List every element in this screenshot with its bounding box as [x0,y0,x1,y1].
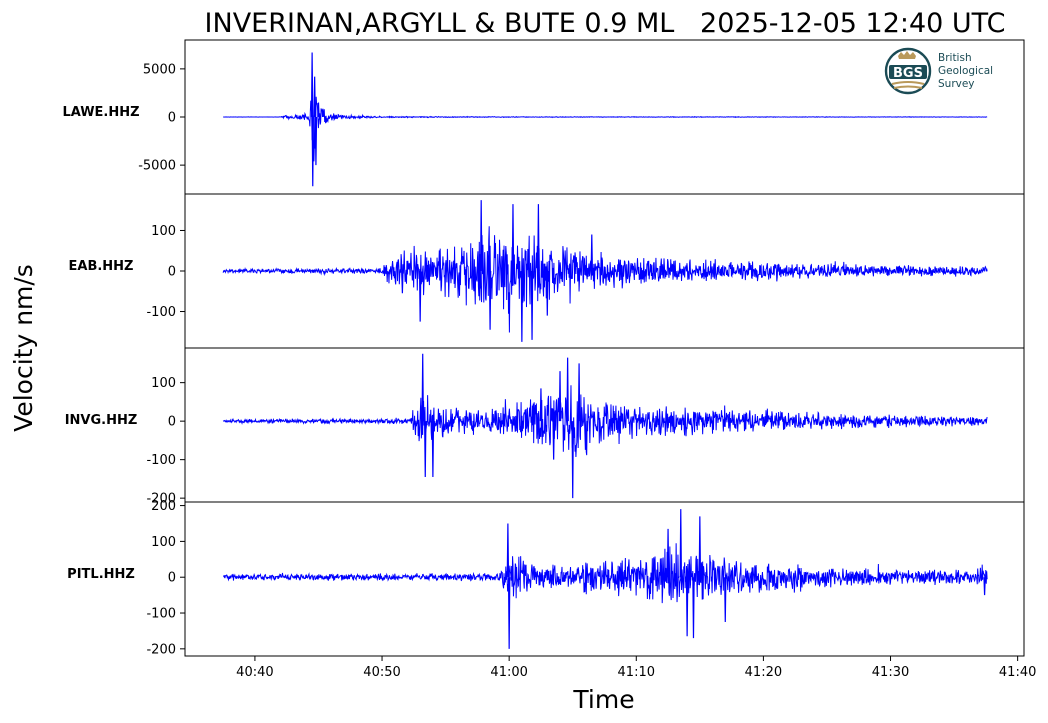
waveform-peak [479,200,483,272]
waveform-peak [539,388,543,422]
y-tick-label: -100 [146,607,176,622]
waveform-peak [685,577,689,637]
waveform-peak [506,523,510,578]
y-tick-label: -100 [146,305,176,320]
waveform-peak [666,528,670,578]
y-tick-label: 100 [151,376,176,391]
x-tick-label: 41:20 [745,665,782,680]
waveform-peak [421,353,424,422]
x-axis: 40:40 40:50 41:00 41:10 41:20 41:30 41:40 [236,656,1036,680]
waveform-peak [679,509,683,578]
y-tick-label: -200 [146,492,176,507]
logo-line1: British [938,52,972,64]
logo-line2: Geological [938,65,993,77]
chart-title: INVERINAN,ARGYLL & BUTE 0.9 ML 2025-12-0… [205,8,1006,39]
waveform-peak [692,577,695,639]
x-tick-label: 41:10 [618,665,655,680]
waveform-peak [724,577,727,622]
panel-frame [184,347,1025,503]
waveform-peak [520,270,524,342]
station-label: INVG.HHZ [65,413,138,428]
station-label: EAB.HHZ [69,259,134,274]
y-tick-label: 200 [151,499,176,514]
waveform-peak [507,577,511,649]
waveform-peak [566,357,569,422]
x-tick-label: 40:40 [236,665,273,680]
waveform-peak [590,234,594,272]
waveform-trace [222,543,988,604]
waveform-peak [313,76,316,118]
x-tick-label: 41:30 [872,665,909,680]
crown-icon [898,51,916,59]
panel-invg-hhz: 100 0 -100 -200 INVG.HHZ [65,347,1025,507]
waveform-peak [983,577,986,596]
logo-mark: BGS [893,66,923,81]
panel-frame [184,501,1025,657]
logo-line3: Survey [938,78,975,90]
y-tick-label: 5000 [143,62,176,77]
waveform-peak [698,516,702,578]
waveform-peak [577,363,581,422]
y-tick-label: 0 [168,265,176,280]
station-label: PITL.HHZ [67,567,135,582]
y-tick-label: 0 [168,111,176,126]
waveform-trace [223,96,988,162]
waveform-peak [317,102,320,118]
y-tick-label: 0 [168,571,176,586]
waveform-peak [418,270,422,322]
y-tick-label: -5000 [138,159,176,174]
x-tick-label: 40:50 [363,665,400,680]
x-axis-label: Time [572,685,634,714]
y-tick-label: 100 [151,224,176,239]
x-tick-label: 41:00 [490,665,527,680]
waveform-peak [314,116,318,166]
waveform-peak [310,52,314,118]
waveform-peak [424,421,427,477]
panels: 5000 0 -5000 LAWE.HHZ 100 0 -100 EAB.HHZ 100 0 -10… [62,39,1025,657]
waveform-peak [530,270,534,340]
waveform-peak [546,270,549,316]
waveform-peak [537,204,540,272]
station-label: LAWE.HHZ [62,105,139,120]
waveform-peak [431,421,435,477]
waveform-peak [552,421,555,460]
y-tick-label: 100 [151,535,176,550]
waveform-peak [311,116,314,187]
waveform-trace [222,226,988,333]
y-tick-label: -200 [146,642,176,657]
bgs-logo: BGS British Geological Survey [884,47,993,95]
y-tick-label: -100 [146,453,176,468]
x-tick-label: 41:40 [999,665,1036,680]
waveform-peak [571,421,574,499]
waveform-peak [558,371,562,422]
panel-eab-hhz: 100 0 -100 EAB.HHZ [69,193,1025,349]
panel-pitl-hhz: 200 100 0 -100 -200 PITL.HHZ [67,499,1025,657]
y-tick-label: 0 [168,415,176,430]
waveform-peak [488,270,492,330]
waveform-trace [222,385,988,458]
waveform-peak [511,204,515,272]
y-axis-label: Velocity nm/s [9,264,38,432]
waveform-peak [401,270,404,294]
panel-lawe-hhz: 5000 0 -5000 LAWE.HHZ [62,39,1025,195]
